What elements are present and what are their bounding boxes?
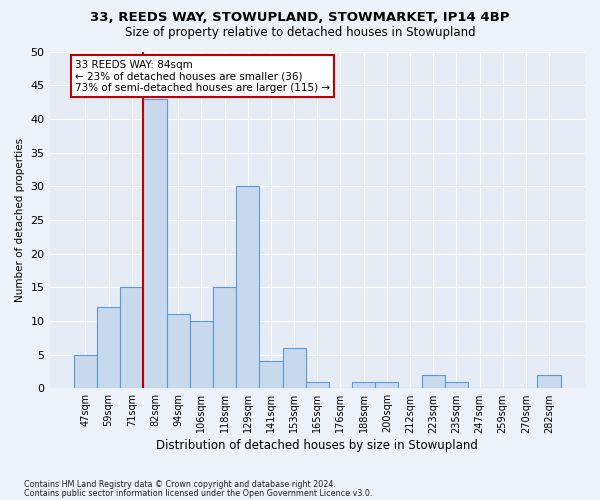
Bar: [305, 382, 329, 388]
Text: Contains HM Land Registry data © Crown copyright and database right 2024.: Contains HM Land Registry data © Crown c…: [24, 480, 336, 489]
Text: Contains public sector information licensed under the Open Government Licence v3: Contains public sector information licen…: [24, 488, 373, 498]
Bar: [259, 362, 283, 388]
Bar: [167, 314, 190, 388]
Bar: [143, 98, 167, 389]
Y-axis label: Number of detached properties: Number of detached properties: [15, 138, 25, 302]
Bar: [120, 288, 143, 388]
Bar: [352, 382, 375, 388]
Bar: [283, 348, 305, 389]
Bar: [422, 375, 445, 388]
Bar: [236, 186, 259, 388]
Bar: [190, 321, 213, 388]
Bar: [538, 375, 560, 388]
Bar: [97, 308, 120, 388]
Text: 33, REEDS WAY, STOWUPLAND, STOWMARKET, IP14 4BP: 33, REEDS WAY, STOWUPLAND, STOWMARKET, I…: [90, 11, 510, 24]
Bar: [213, 288, 236, 388]
Text: Size of property relative to detached houses in Stowupland: Size of property relative to detached ho…: [125, 26, 475, 39]
Text: 33 REEDS WAY: 84sqm
← 23% of detached houses are smaller (36)
73% of semi-detach: 33 REEDS WAY: 84sqm ← 23% of detached ho…: [75, 60, 330, 93]
X-axis label: Distribution of detached houses by size in Stowupland: Distribution of detached houses by size …: [157, 440, 478, 452]
Bar: [445, 382, 468, 388]
Bar: [375, 382, 398, 388]
Bar: [74, 354, 97, 388]
